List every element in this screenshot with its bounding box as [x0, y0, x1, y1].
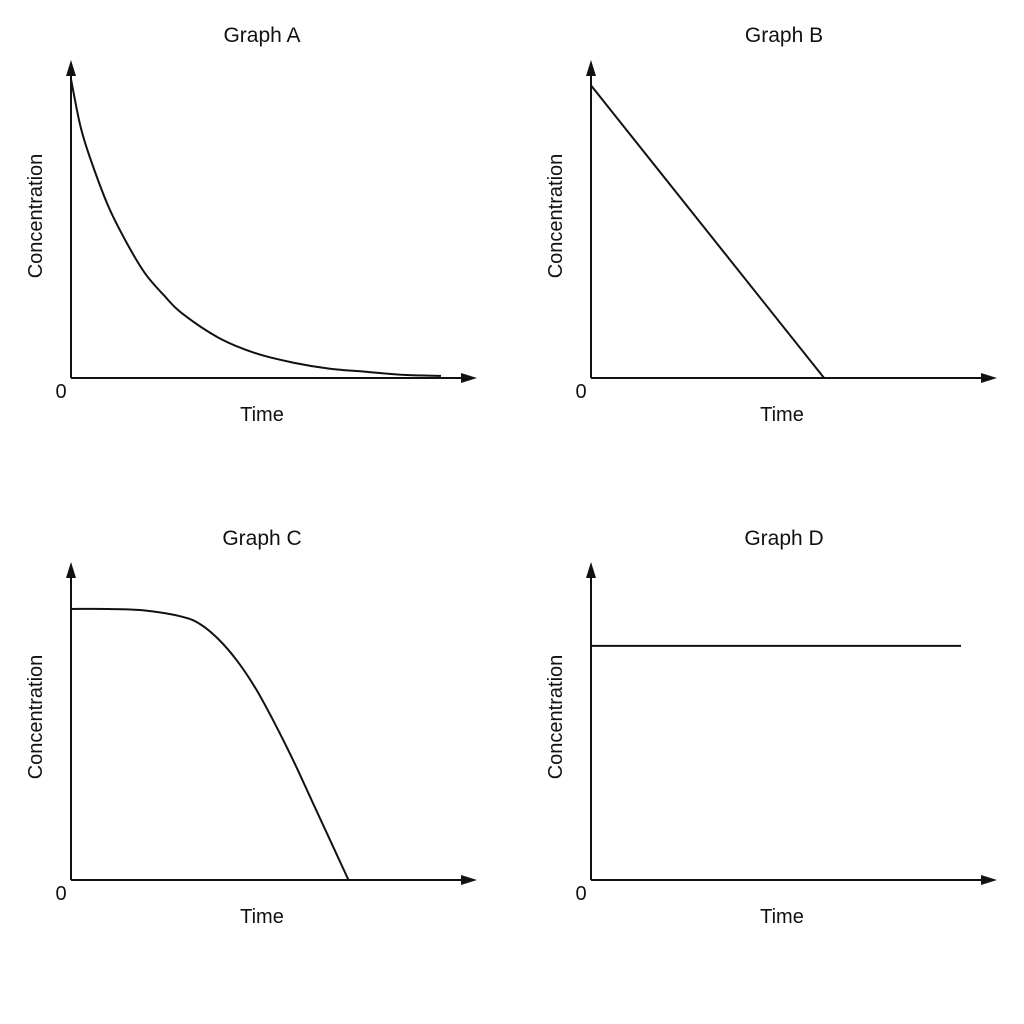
origin-label-d: 0	[575, 883, 586, 905]
origin-label-c: 0	[55, 883, 66, 905]
chart-panel-c: Graph C 0 Time Concentration	[25, 527, 477, 928]
y-axis-arrow-c	[66, 562, 76, 578]
series-line-a	[70, 79, 442, 377]
chart-title-a: Graph A	[223, 24, 300, 47]
chart-panel-b: Graph B 0 Time Concentration	[545, 24, 997, 426]
x-axis-label-d: Time	[760, 906, 804, 928]
x-axis-label-a: Time	[240, 404, 284, 426]
x-axis-arrow-b	[981, 373, 997, 383]
origin-label-b: 0	[575, 381, 586, 403]
x-axis-label-c: Time	[240, 906, 284, 928]
chart-panel-a: Graph A 0 Time Concentration	[25, 24, 477, 426]
chart-panel-d: Graph D 0 Time Concentration	[545, 527, 997, 928]
chart-title-d: Graph D	[744, 527, 823, 550]
y-axis-arrow-d	[586, 562, 596, 578]
y-axis-label-b: Concentration	[545, 154, 567, 279]
series-line-c	[70, 607, 350, 881]
x-axis-arrow-a	[461, 373, 477, 383]
y-axis-label-c: Concentration	[25, 655, 47, 780]
origin-label-a: 0	[55, 381, 66, 403]
x-axis-arrow-d	[981, 875, 997, 885]
y-axis-arrow-a	[66, 60, 76, 76]
x-axis-arrow-c	[461, 875, 477, 885]
x-axis-label-b: Time	[760, 404, 804, 426]
y-axis-label-a: Concentration	[25, 154, 47, 279]
chart-title-b: Graph B	[745, 24, 823, 47]
y-axis-arrow-b	[586, 60, 596, 76]
y-axis-label-d: Concentration	[545, 655, 567, 780]
chart-title-c: Graph C	[222, 527, 301, 550]
series-line-b	[590, 84, 825, 379]
